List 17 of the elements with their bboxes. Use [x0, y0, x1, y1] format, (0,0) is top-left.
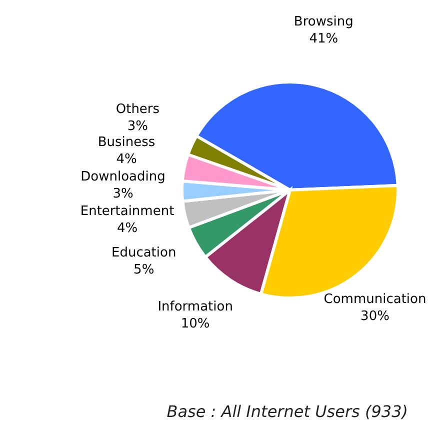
data-label: 5%	[134, 262, 154, 278]
slice-label: Browsing	[294, 14, 354, 30]
data-label: 41%	[309, 32, 338, 47]
slice-label: Downloading	[80, 170, 166, 185]
slice-label: Business	[98, 135, 156, 150]
data-label: 3%	[127, 119, 148, 134]
data-label: 30%	[360, 308, 390, 324]
slice-label: Communication	[324, 292, 426, 307]
slice-label: Information	[158, 300, 233, 315]
slice-label: Others	[116, 102, 160, 118]
slice-label: Entertainment	[80, 204, 174, 220]
data-label: 4%	[116, 152, 137, 168]
slice-label: Education	[111, 246, 176, 261]
data-label: 4%	[116, 221, 138, 236]
text: Base : All Internet Users (933)	[166, 402, 408, 421]
data-label: 3%	[112, 186, 134, 202]
data-label: 10%	[180, 316, 210, 332]
